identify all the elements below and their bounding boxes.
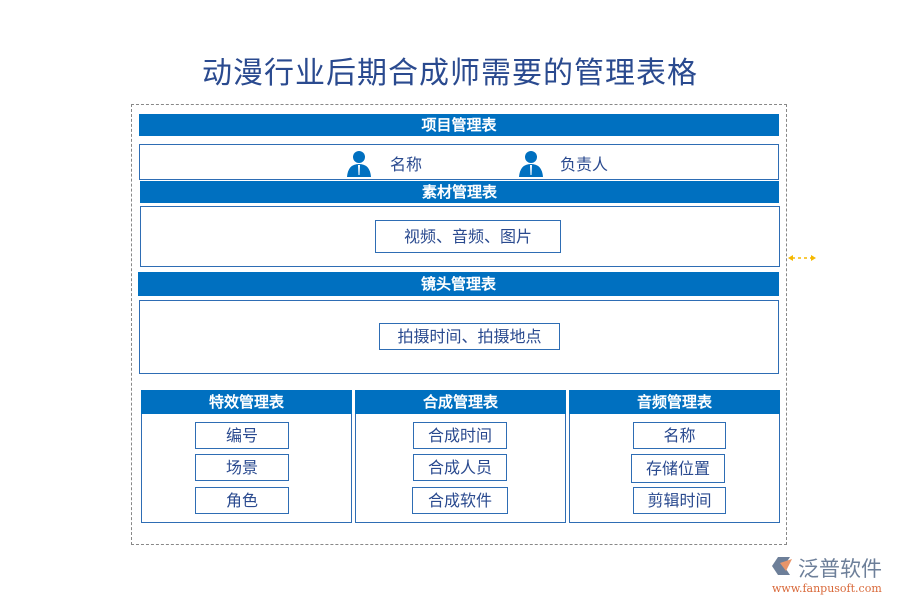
- page-title: 动漫行业后期合成师需要的管理表格: [202, 56, 698, 91]
- composite-item: 合成人员: [413, 454, 507, 481]
- shot-table-header: 镜头管理表: [138, 272, 779, 296]
- logo-mark-icon: [772, 557, 792, 575]
- double-arrow-icon: [788, 255, 816, 261]
- material-table-header: 素材管理表: [140, 181, 779, 203]
- audio-item: 剪辑时间: [633, 487, 726, 514]
- effects-item: 场景: [195, 454, 289, 481]
- effects-table-header: 特效管理表: [141, 390, 352, 414]
- logo-url: www.fanpusoft.com: [772, 582, 882, 595]
- composite-item: 合成时间: [413, 422, 507, 449]
- composite-item: 合成软件: [412, 487, 508, 514]
- audio-table-header: 音频管理表: [569, 390, 780, 414]
- field-owner: 负责人: [560, 155, 609, 174]
- logo-name: 泛普软件: [798, 557, 882, 581]
- user-icon: [347, 151, 371, 177]
- audio-item: 名称: [633, 422, 726, 449]
- material-table-box: [140, 206, 780, 267]
- effects-item: 角色: [195, 487, 289, 514]
- material-content: 视频、音频、图片: [375, 220, 561, 253]
- project-table-box: 名称 负责人: [139, 144, 779, 180]
- user-icon: [519, 151, 543, 177]
- effects-item: 编号: [195, 422, 289, 449]
- project-table-header: 项目管理表: [139, 114, 779, 136]
- diagram-frame: [131, 104, 787, 545]
- shot-content: 拍摄时间、拍摄地点: [379, 323, 560, 350]
- fanpu-logo: 泛普软件 www.fanpusoft.com: [770, 553, 900, 598]
- composite-table-header: 合成管理表: [355, 390, 566, 414]
- audio-item: 存储位置: [631, 454, 725, 483]
- field-name: 名称: [390, 155, 423, 174]
